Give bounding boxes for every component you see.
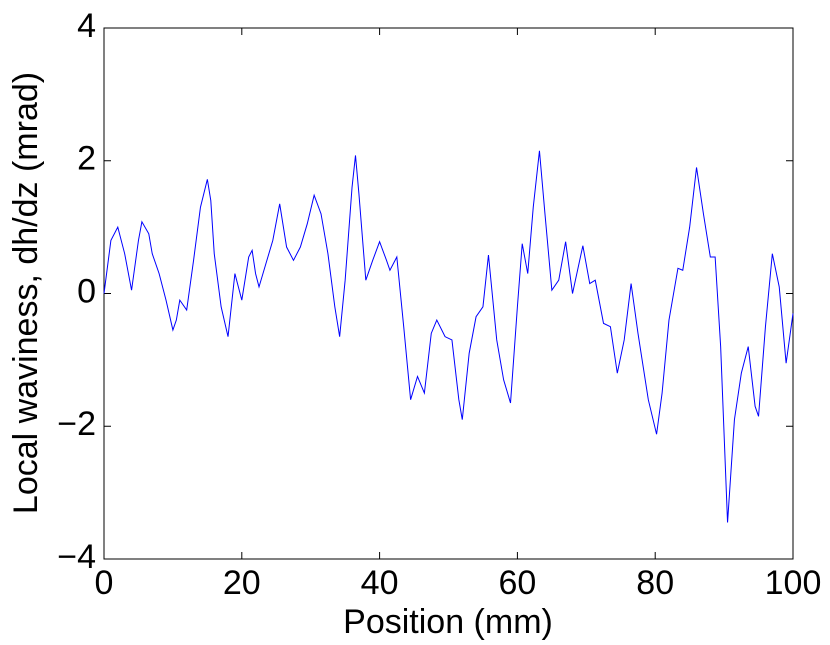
x-tick-label: 20 — [223, 564, 261, 602]
data-line — [103, 150, 794, 523]
y-tick-label: −2 — [57, 405, 96, 443]
y-tick-label: 4 — [77, 7, 96, 45]
x-tick-label: 0 — [95, 564, 114, 602]
y-tick-label: 2 — [77, 140, 96, 178]
plot-frame — [103, 27, 794, 560]
x-tick-label: 60 — [498, 564, 536, 602]
x-tick-label: 100 — [765, 564, 822, 602]
y-tick-label: −4 — [57, 538, 96, 576]
y-axis-label: Local waviness, dh/dz (mrad) — [7, 72, 45, 514]
x-axis-label: Position (mm) — [343, 603, 553, 641]
x-tick-label: 40 — [361, 564, 399, 602]
y-tick-label: 0 — [77, 272, 96, 310]
x-tick-label: 80 — [636, 564, 674, 602]
